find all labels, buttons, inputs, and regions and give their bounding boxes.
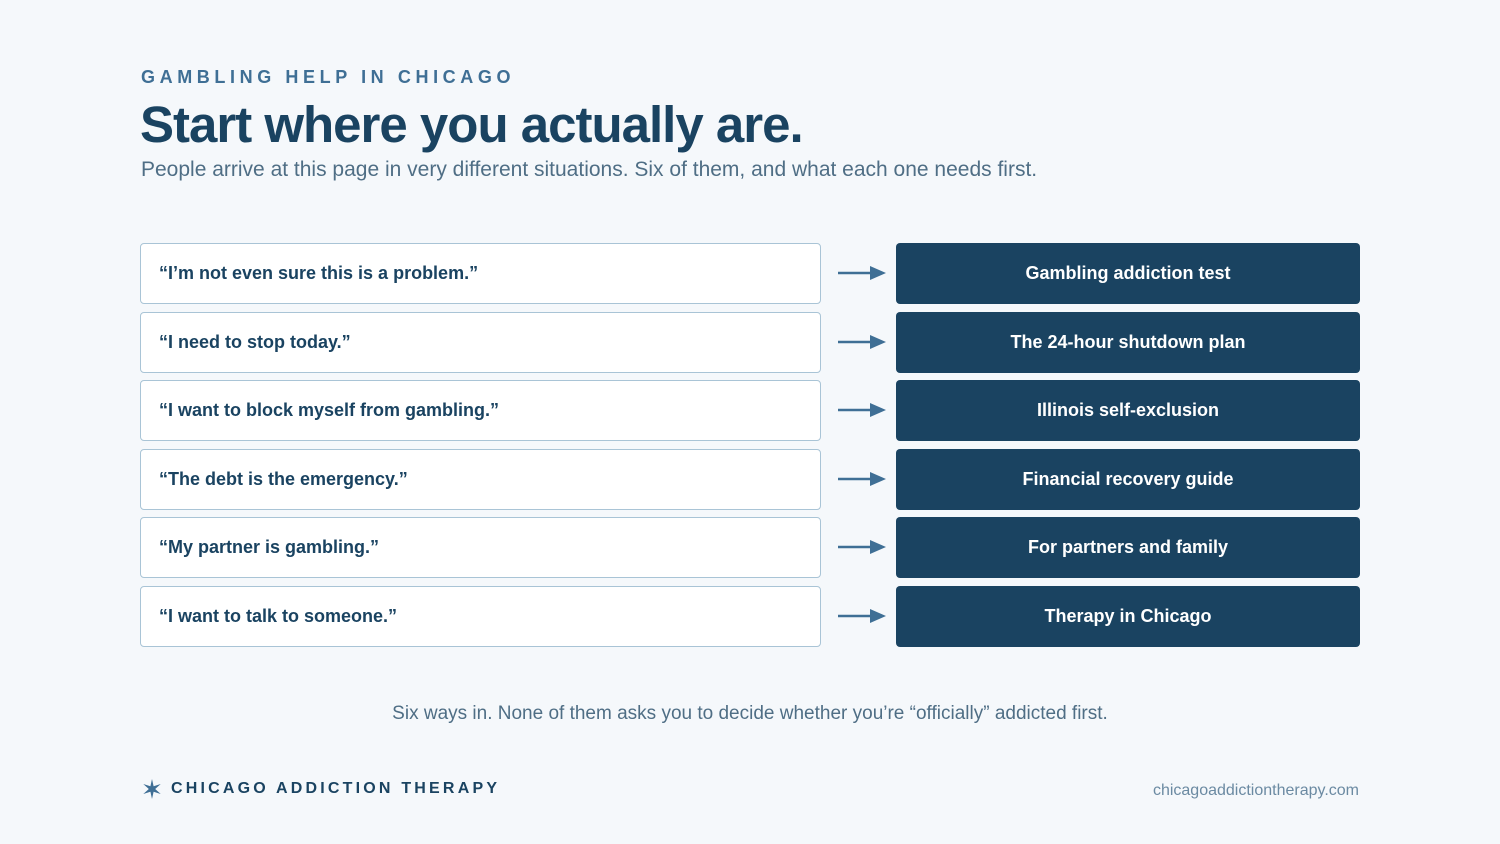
footer-brand: CHICAGO ADDICTION THERAPY <box>141 778 500 800</box>
situation-quote: “I want to talk to someone.” <box>140 585 821 647</box>
site-url-link[interactable]: chicagoaddictiontherapy.com <box>1152 782 1359 799</box>
page-title: Start where you actually are. <box>140 96 804 153</box>
brand-name: CHICAGO ADDICTION THERAPY <box>171 780 501 797</box>
resource-link-button[interactable]: Gambling addiction test <box>896 243 1360 304</box>
arrow-right-icon <box>838 334 886 349</box>
arrow-right-icon <box>838 471 886 486</box>
resource-link-button[interactable]: For partners and family <box>896 517 1360 579</box>
situation-row: “I want to talk to someone.” Therapy in … <box>140 585 1360 647</box>
situation-row: “The debt is the emergency.” Financial r… <box>140 448 1360 510</box>
page-subtitle: People arrive at this page in very diffe… <box>141 158 1038 181</box>
arrow-right-icon <box>838 266 886 280</box>
arrow-right-icon <box>838 608 886 623</box>
situation-quote: “I’m not even sure this is a problem.” <box>140 243 821 304</box>
situation-list: “I’m not even sure this is a problem.” G… <box>140 243 1360 655</box>
eyebrow-label: GAMBLING HELP IN CHICAGO <box>141 67 516 87</box>
arrow-right-icon <box>838 403 886 418</box>
situation-row: “I need to stop today.” The 24-hour shut… <box>140 311 1360 373</box>
resource-link-button[interactable]: Therapy in Chicago <box>896 585 1360 647</box>
resource-link-button[interactable]: Illinois self-exclusion <box>896 380 1360 442</box>
situation-quote: “I need to stop today.” <box>140 311 821 373</box>
situation-quote: “My partner is gambling.” <box>140 517 821 579</box>
chicago-star-icon <box>143 779 161 799</box>
situation-row: “My partner is gambling.” For partners a… <box>140 517 1360 579</box>
resource-link-button[interactable]: The 24-hour shutdown plan <box>896 311 1360 373</box>
resource-link-button[interactable]: Financial recovery guide <box>896 448 1360 510</box>
situation-quote: “The debt is the emergency.” <box>140 448 821 510</box>
arrow-right-icon <box>838 540 886 555</box>
tagline: Six ways in. None of them asks you to de… <box>392 703 1108 724</box>
situation-quote: “I want to block myself from gambling.” <box>140 380 821 442</box>
situation-row: “I want to block myself from gambling.” … <box>140 380 1360 442</box>
situation-row: “I’m not even sure this is a problem.” G… <box>140 243 1360 304</box>
